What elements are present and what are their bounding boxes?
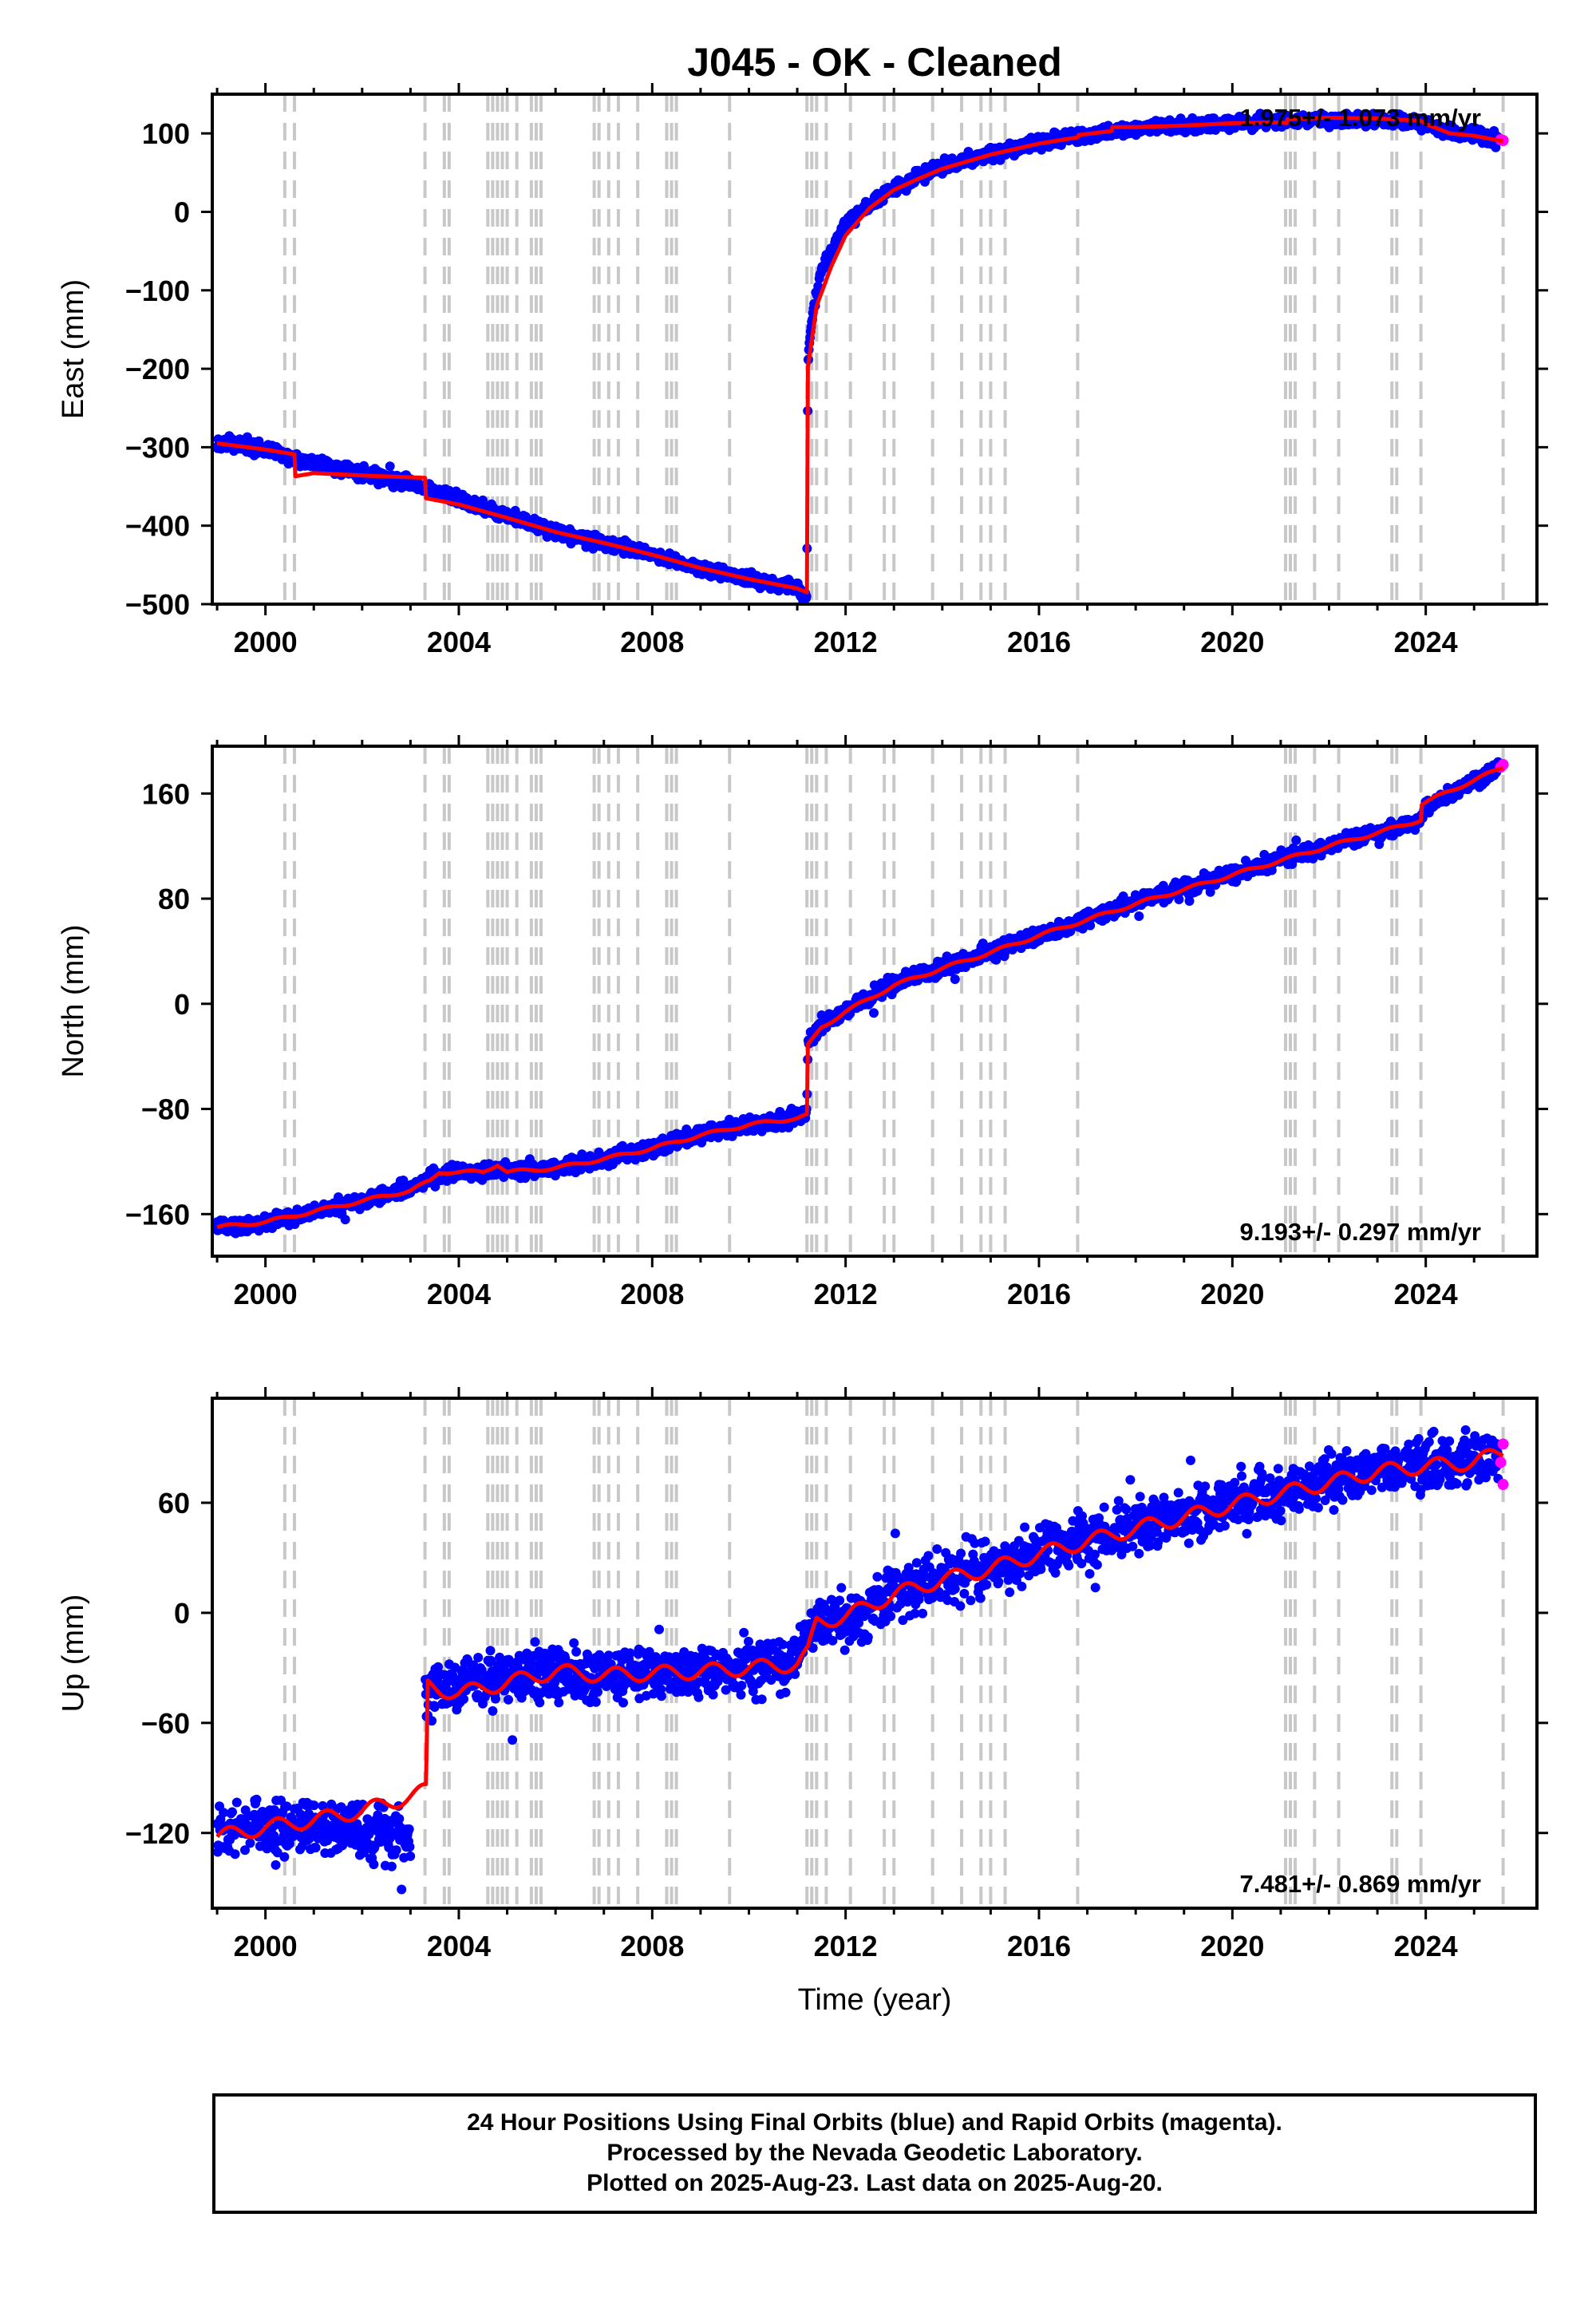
x-tick-label: 2012 [814, 626, 878, 658]
y-tick-label: −100 [125, 275, 190, 307]
final-orbit-point [869, 1008, 879, 1018]
y-tick-label: −80 [141, 1093, 190, 1126]
final-orbit-point [988, 156, 998, 166]
rate-annotation: 9.193+/- 0.297 mm/yr [1240, 1218, 1481, 1246]
final-orbit-point [231, 1797, 242, 1808]
y-tick-label: 100 [142, 117, 190, 150]
y-tick-label: −500 [125, 588, 190, 621]
y-tick-label: −300 [125, 431, 190, 464]
x-tick-label: 2004 [427, 626, 491, 658]
panel-north: 2000 2004 2008 2012 2016 2020 2024 160 80 0 −80 −16… [57, 735, 1548, 1310]
final-orbit-point [245, 1838, 255, 1848]
panel-east: 2000 2004 2008 2012 2016 2020 2024 100 0 −100 −200… [57, 83, 1548, 658]
final-orbit-point [801, 591, 812, 602]
x-tick-label: 2012 [814, 1278, 878, 1310]
x-tick-label: 2020 [1200, 1278, 1264, 1310]
final-orbit-point [385, 461, 395, 472]
x-tick-label: 2008 [620, 1278, 684, 1310]
x-tick-label: 2024 [1394, 626, 1458, 658]
model-line [215, 116, 1505, 595]
final-orbit-points [212, 109, 1503, 604]
final-orbit-point [340, 1215, 350, 1225]
x-tick-label: 2008 [620, 626, 684, 658]
y-axis-label: East (mm) [57, 279, 90, 419]
final-orbit-point [251, 1794, 262, 1804]
x-tick-label: 2016 [1007, 1278, 1071, 1310]
plot-area [212, 746, 1509, 1256]
x-tick-label: 2020 [1200, 626, 1264, 658]
y-tick-label: 80 [158, 883, 190, 915]
x-tick-label: 2004 [427, 1278, 491, 1310]
final-orbit-point [310, 1843, 321, 1853]
chart-title: J045 - OK - Cleaned [687, 40, 1062, 85]
y-tick-label: −400 [125, 510, 190, 543]
final-orbit-point [1291, 835, 1302, 845]
x-tick-label: 2024 [1394, 1278, 1458, 1310]
y-axis-label: North (mm) [57, 924, 90, 1077]
y-axis: 100 0 −100 −200 −300 −400 −500 [125, 117, 1548, 621]
final-orbit-point [230, 1849, 240, 1860]
y-tick-label: 160 [142, 777, 190, 810]
x-tick-label: 2000 [234, 1278, 298, 1310]
final-orbit-point [1174, 895, 1184, 904]
x-tick-label: 2016 [1007, 626, 1071, 658]
y-tick-label: 0 [174, 196, 190, 228]
x-axis: 2000 2004 2008 2012 2016 2020 2024 [215, 83, 1476, 658]
y-tick-label: −160 [125, 1198, 190, 1231]
final-orbit-point [279, 1852, 290, 1862]
final-orbit-point [309, 1800, 319, 1811]
final-orbit-point [271, 1860, 281, 1870]
final-orbit-point [1134, 911, 1144, 921]
panels-group: 2000 2004 2008 2012 2016 2020 2024 100 0 −100 −200… [57, 83, 1548, 1962]
plot-area [212, 1398, 1509, 1908]
final-orbit-point [227, 1807, 237, 1817]
rate-annotation: 1.975+/- 1.073 mm/yr [1240, 104, 1481, 132]
plot-area [212, 94, 1509, 604]
final-orbit-points [212, 1425, 1503, 1895]
y-tick-label: −200 [125, 353, 190, 385]
panel-up: 2000 2004 2008 2012 2016 2020 2024600−60−120Up… [57, 1387, 1548, 1962]
y-tick-label: 0 [174, 988, 190, 1021]
final-orbit-point [950, 974, 960, 984]
final-orbit-points [212, 757, 1503, 1239]
x-tick-label: 2000 [234, 626, 298, 658]
